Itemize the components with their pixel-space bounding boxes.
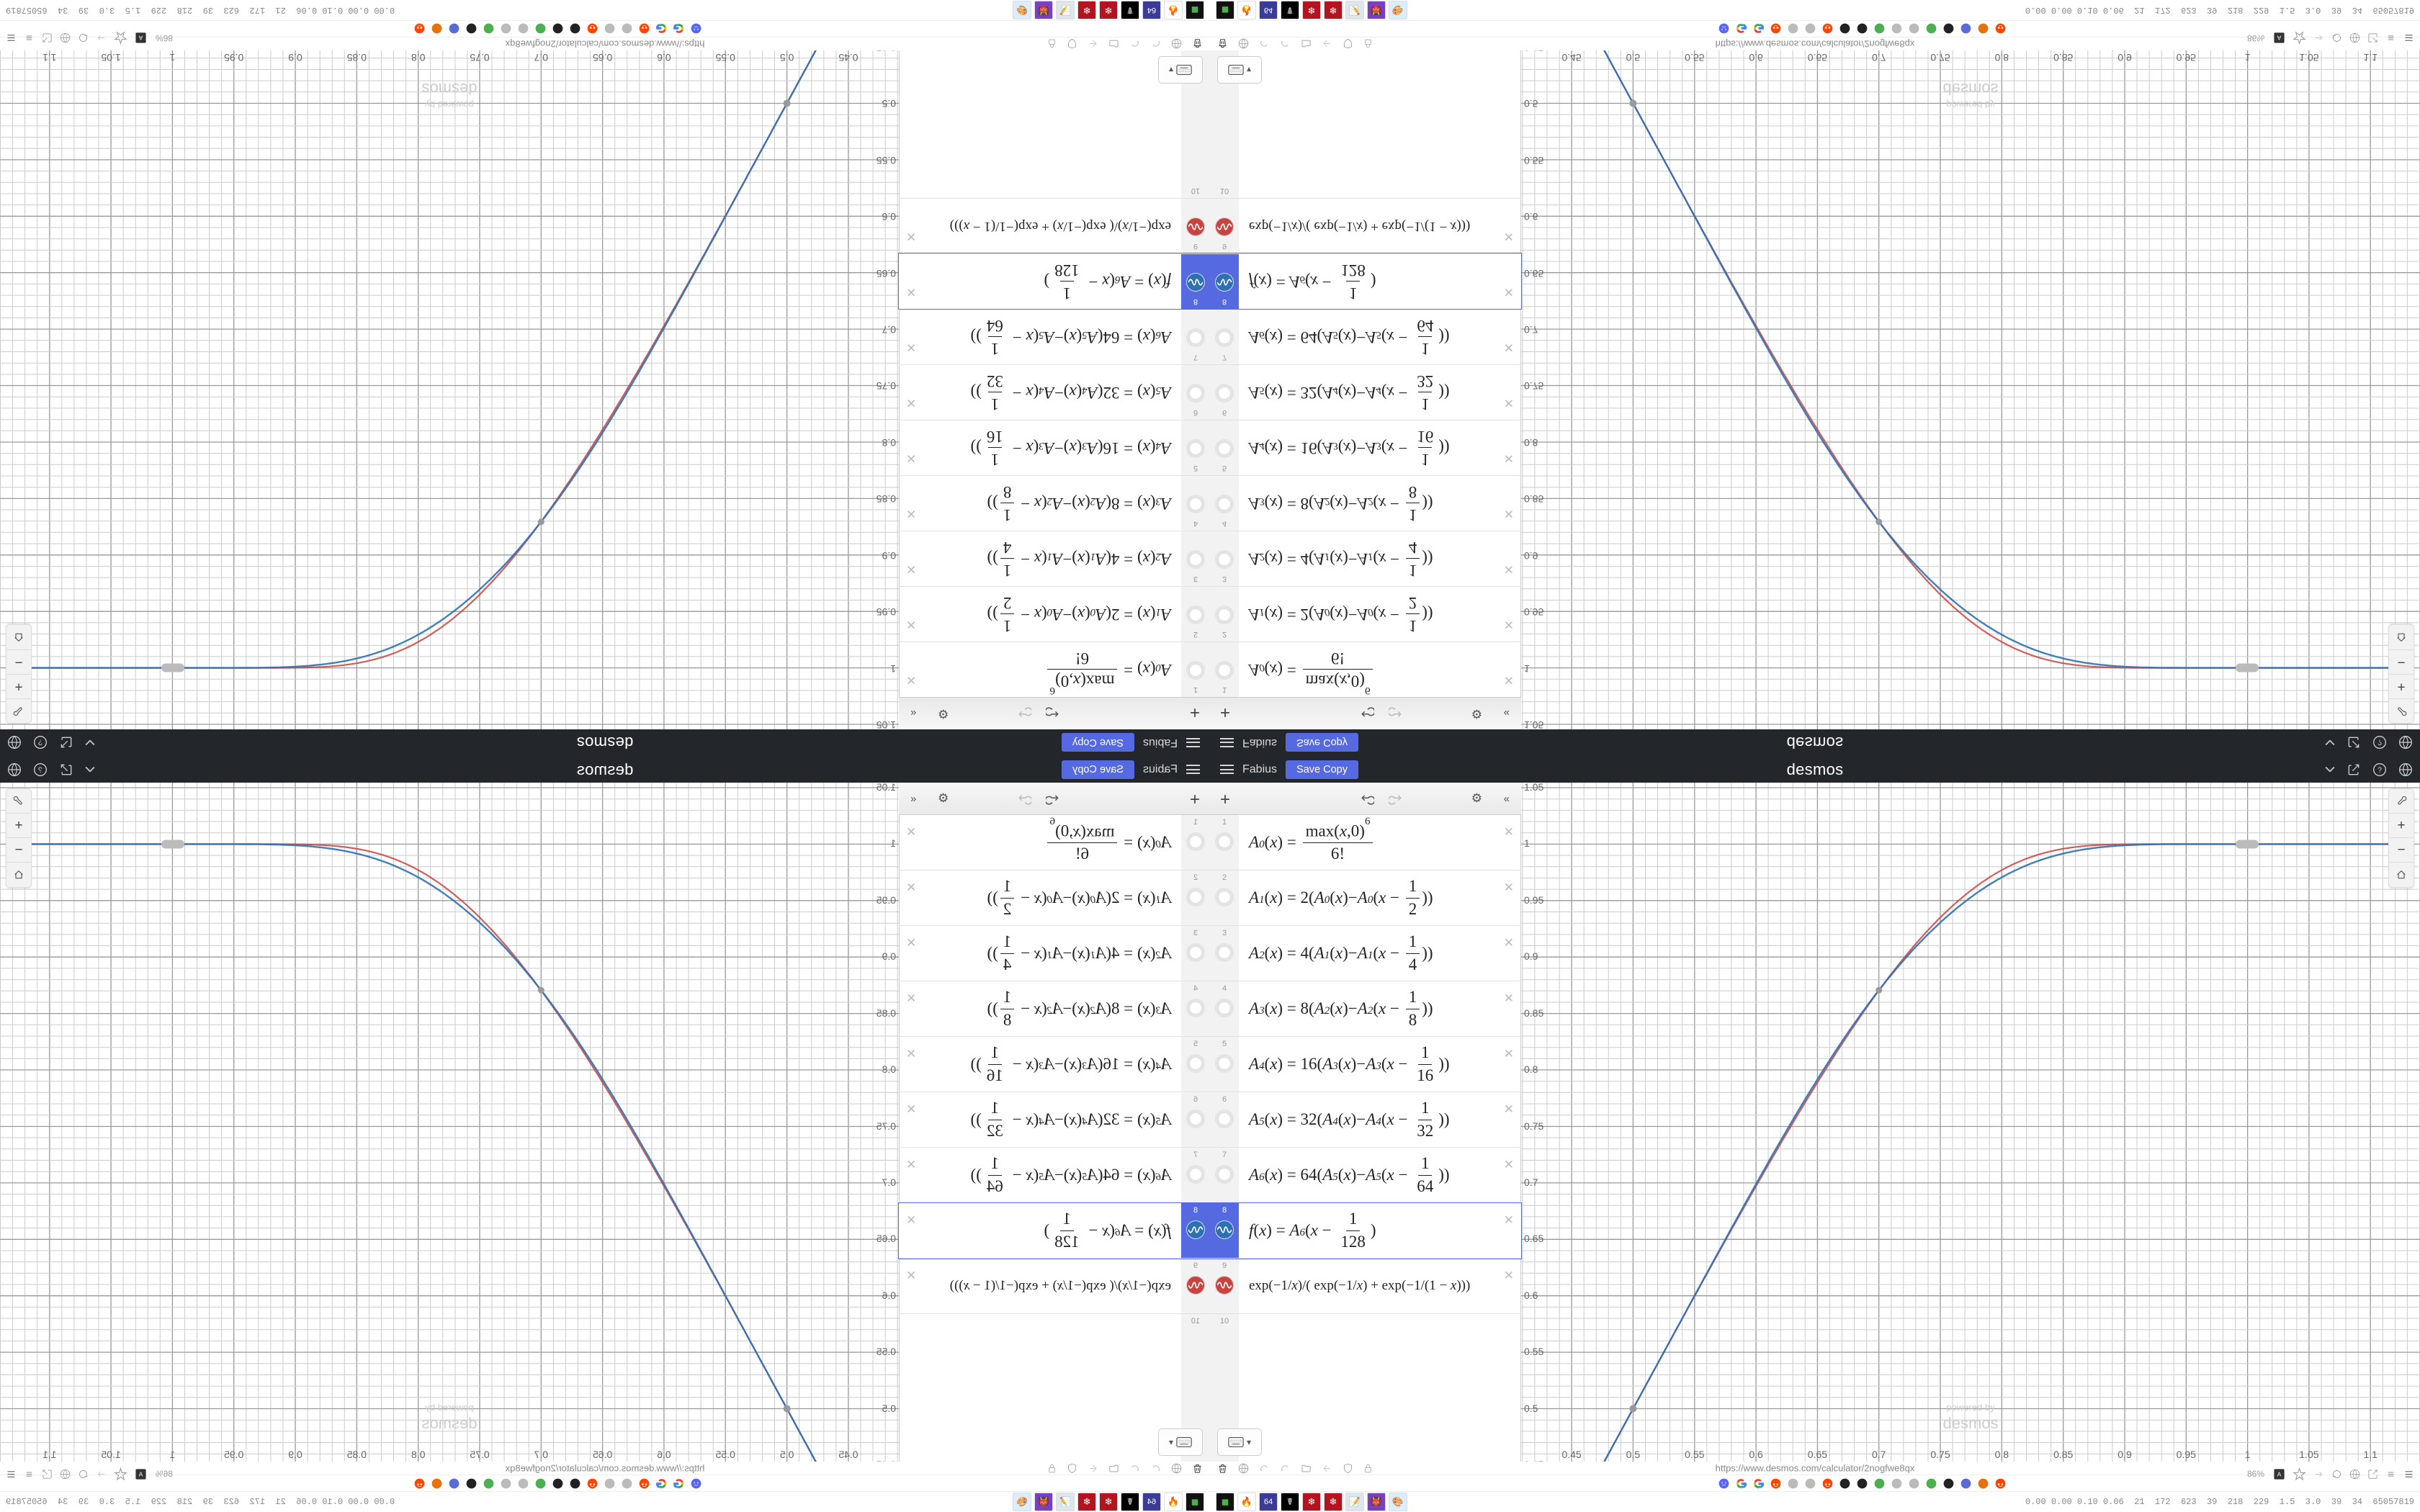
svg-text:A: A [138,1470,143,1477]
svg-text:A: A [2277,35,2282,42]
svg-text:?: ? [2378,765,2382,774]
svg-text:A: A [138,35,143,42]
svg-text:?: ? [38,738,42,747]
svg-text:A: A [2277,1470,2282,1477]
svg-text:?: ? [38,765,42,774]
svg-text:?: ? [2378,738,2382,747]
